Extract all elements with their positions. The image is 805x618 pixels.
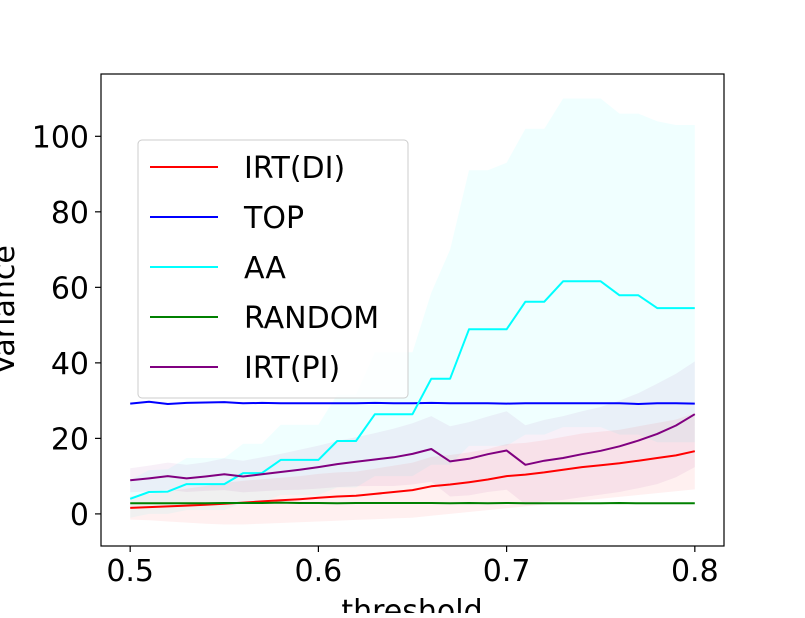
x-tick-label: 0.5	[106, 554, 154, 589]
y-axis-label: Variance	[0, 245, 22, 375]
y-tick-label: 40	[51, 347, 89, 382]
y-axis-ticks: 0 20 40 60 80 100	[32, 120, 101, 533]
x-axis-label: threshold	[341, 594, 482, 613]
legend-label-random: RANDOM	[244, 301, 379, 336]
legend-frame	[137, 139, 409, 399]
y-tick-label: 60	[51, 271, 89, 306]
y-tick-label: 20	[51, 422, 89, 457]
series-lines	[129, 280, 696, 509]
band-irt-di	[130, 413, 695, 525]
x-tick-label: 0.8	[671, 554, 719, 589]
y-tick-label: 0	[70, 498, 89, 533]
plot-area-frame	[100, 73, 725, 547]
band-irt-pi	[130, 361, 695, 505]
legend-label-irt-pi: IRT(PI)	[244, 351, 340, 386]
y-tick-label: 100	[32, 120, 89, 155]
legend-label-irt-di: IRT(DI)	[244, 151, 345, 186]
y-tick-label: 80	[51, 196, 89, 231]
series-line-irt-pi	[130, 413, 696, 482]
x-tick-label: 0.7	[483, 554, 531, 589]
series-line-top	[130, 400, 695, 405]
legend-label-aa: AA	[244, 251, 286, 286]
band-aa	[130, 98, 695, 518]
series-line-random	[130, 501, 695, 505]
legend-label-top: TOP	[243, 201, 304, 236]
series-line-aa	[129, 280, 695, 500]
x-tick-label: 0.6	[295, 554, 343, 589]
confidence-bands	[130, 98, 695, 525]
x-axis-ticks: 0.5 0.6 0.7 0.8	[106, 546, 719, 589]
legend: IRT(DI) TOP AA RANDOM IRT(PI)	[137, 139, 409, 399]
